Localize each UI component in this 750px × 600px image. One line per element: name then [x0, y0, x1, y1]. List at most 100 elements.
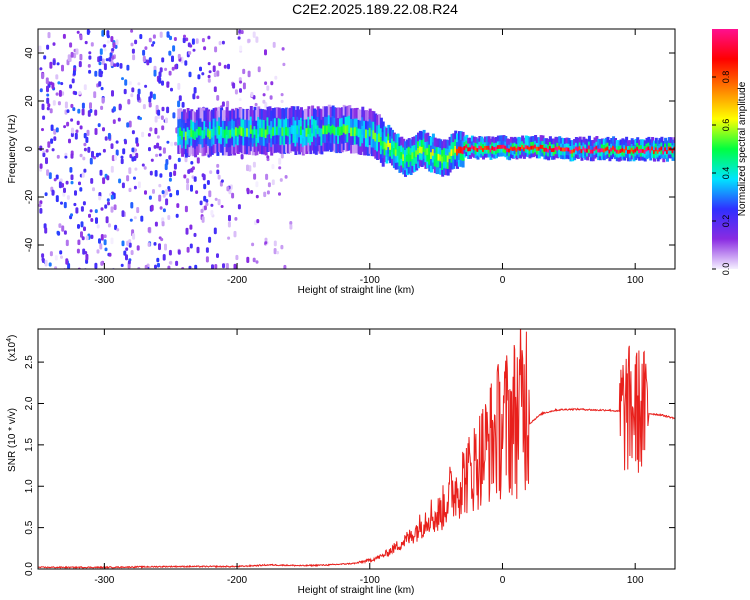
- band-cell: [552, 146, 556, 152]
- band-cell: [238, 115, 242, 127]
- band-cell: [565, 152, 569, 159]
- band-cell: [424, 133, 428, 142]
- band-cell: [617, 151, 621, 158]
- noise-cell: [60, 201, 63, 205]
- noise-cell: [119, 63, 123, 69]
- band-cell: [182, 109, 186, 120]
- band-cell: [244, 143, 248, 155]
- band-cell: [526, 147, 530, 154]
- band-cell: [249, 123, 253, 134]
- band-cell: [470, 147, 474, 153]
- band-cell: [381, 121, 385, 133]
- band-cell: [192, 145, 196, 157]
- noise-cell: [92, 187, 95, 192]
- band-cell: [591, 155, 595, 162]
- band-cell: [643, 140, 647, 147]
- noise-cell: [265, 173, 269, 180]
- band-cell: [199, 107, 203, 119]
- noise-cell: [98, 238, 101, 244]
- band-cell: [316, 114, 320, 126]
- band-cell: [287, 108, 290, 119]
- band-cell: [593, 152, 597, 159]
- band-cell: [615, 143, 619, 150]
- band-cell: [457, 137, 461, 147]
- band-cell: [253, 115, 257, 127]
- band-cell: [287, 142, 290, 154]
- band-cell: [435, 158, 439, 168]
- band-cell: [636, 137, 640, 143]
- noise-cell: [131, 130, 135, 135]
- band-cell: [327, 104, 331, 116]
- band-cell: [182, 143, 186, 155]
- band-cell: [666, 152, 669, 158]
- noise-cell: [115, 140, 119, 144]
- band-cell: [465, 150, 469, 156]
- band-cell: [186, 133, 190, 145]
- band-cell: [197, 116, 201, 127]
- band-cell: [430, 150, 433, 159]
- band-cell: [450, 140, 454, 150]
- noise-cell: [191, 38, 195, 45]
- band-cell: [197, 124, 201, 136]
- band-cell: [561, 149, 565, 156]
- band-cell: [502, 138, 506, 145]
- band-cell: [231, 126, 235, 137]
- band-cell: [519, 137, 523, 144]
- noise-cell: [156, 135, 160, 139]
- band-cell: [660, 152, 664, 158]
- band-cell: [376, 114, 380, 126]
- band-cell: [535, 152, 539, 159]
- band-cell: [387, 151, 391, 161]
- noise-cell: [137, 181, 141, 189]
- band-cell: [509, 140, 513, 147]
- noise-cell: [207, 74, 211, 79]
- noise-cell: [60, 82, 64, 86]
- noise-cell: [150, 204, 154, 211]
- band-cell: [615, 147, 619, 154]
- band-cell: [547, 146, 551, 153]
- band-cell: [238, 107, 242, 118]
- band-cell: [329, 132, 333, 144]
- noise-cell: [167, 265, 171, 269]
- noise-cell: [48, 262, 52, 267]
- band-cell: [548, 140, 552, 146]
- band-cell: [485, 140, 489, 146]
- noise-cell: [76, 120, 80, 126]
- band-cell: [619, 151, 623, 157]
- band-cell: [467, 145, 471, 152]
- band-cell: [587, 151, 591, 157]
- band-cell: [671, 147, 675, 154]
- band-cell: [491, 140, 495, 147]
- band-cell: [326, 114, 329, 126]
- band-cell: [208, 119, 212, 131]
- band-cell: [485, 144, 489, 150]
- band-cell: [634, 138, 638, 145]
- noise-cell: [38, 45, 42, 52]
- noise-cell: [55, 127, 59, 133]
- band-cell: [394, 147, 398, 157]
- band-cell: [420, 131, 424, 141]
- band-cell: [610, 149, 614, 156]
- band-cell: [246, 117, 250, 129]
- band-cell: [195, 127, 199, 138]
- colorbar-tick-label: 0.8: [721, 71, 731, 84]
- band-cell: [357, 143, 361, 155]
- band-cell: [448, 157, 452, 166]
- band-cell: [342, 139, 346, 151]
- noise-cell: [88, 69, 92, 74]
- band-cell: [548, 147, 552, 154]
- band-cell: [242, 126, 246, 137]
- band-cell: [197, 142, 201, 153]
- band-cell: [212, 125, 216, 136]
- noise-cell: [164, 67, 168, 71]
- band-cell: [578, 136, 582, 143]
- band-cell: [355, 142, 359, 154]
- band-cell: [571, 151, 575, 158]
- band-cell: [417, 139, 420, 148]
- noise-cell: [159, 67, 163, 73]
- noise-cell: [177, 100, 181, 108]
- band-cell: [604, 137, 608, 144]
- band-cell: [244, 109, 248, 120]
- band-cell: [491, 151, 495, 158]
- noise-cell: [70, 51, 74, 58]
